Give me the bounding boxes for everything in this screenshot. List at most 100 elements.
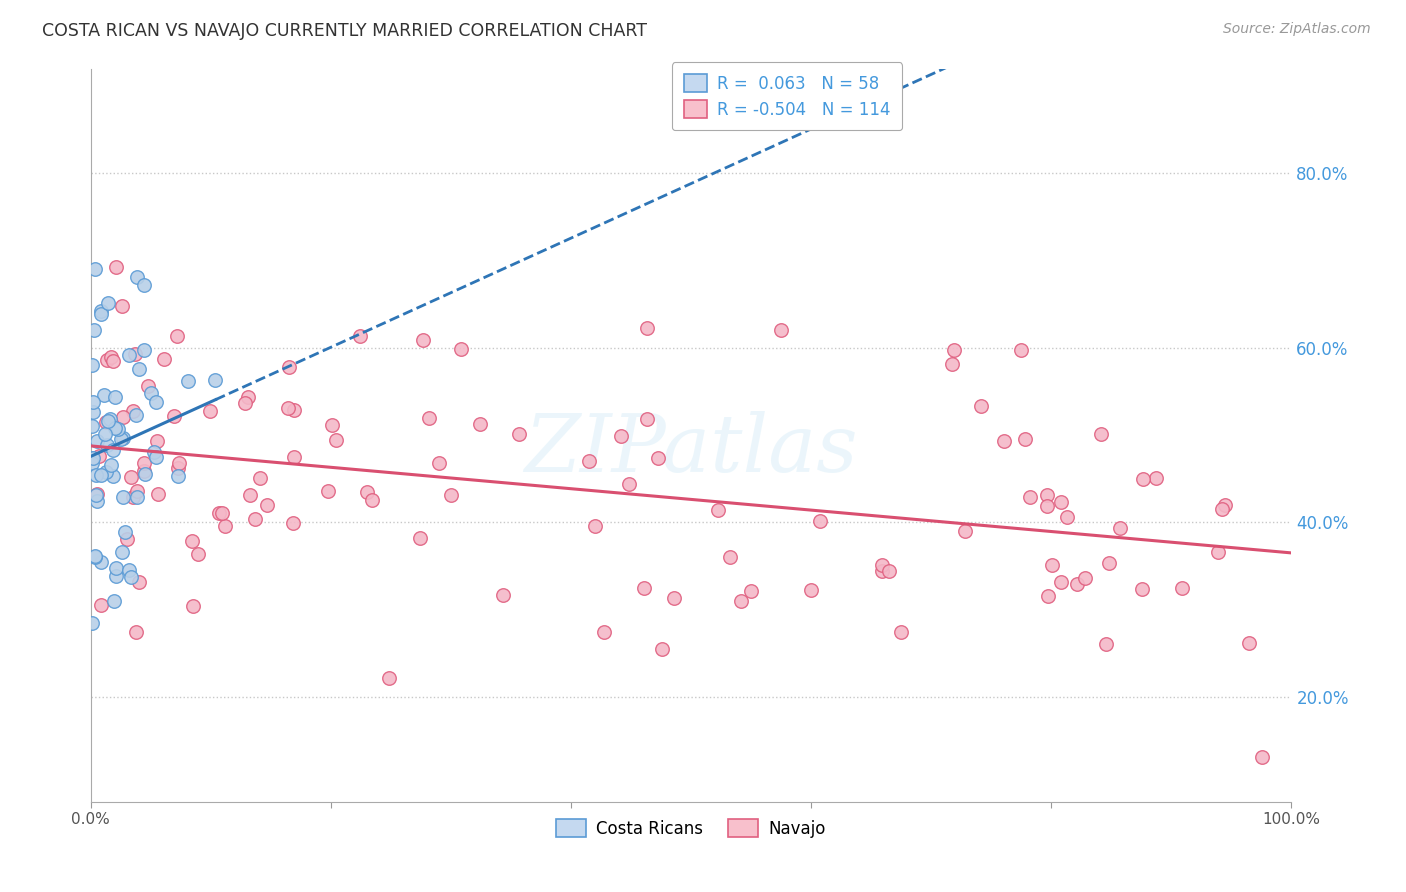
Point xyxy=(236,390,259,404)
Point xyxy=(153,352,176,367)
Point xyxy=(125,625,148,640)
Point xyxy=(100,412,122,426)
Point xyxy=(278,359,301,374)
Point xyxy=(110,432,132,446)
Point xyxy=(103,594,125,608)
Point xyxy=(633,582,655,596)
Point xyxy=(233,396,256,410)
Point xyxy=(104,390,127,404)
Point xyxy=(82,395,104,409)
Point xyxy=(450,343,472,357)
Point xyxy=(169,457,191,471)
Point xyxy=(103,469,125,483)
Point xyxy=(90,307,112,321)
Point xyxy=(277,401,299,415)
Point xyxy=(90,599,112,613)
Point xyxy=(1094,637,1116,651)
Legend: Costa Ricans, Navajo: Costa Ricans, Navajo xyxy=(550,813,832,845)
Point xyxy=(349,329,371,343)
Point xyxy=(82,405,104,419)
Point xyxy=(321,417,343,432)
Point xyxy=(100,350,122,364)
Point xyxy=(1208,545,1230,559)
Point xyxy=(208,506,231,520)
Point xyxy=(122,490,145,504)
Point xyxy=(1036,589,1059,603)
Point xyxy=(470,417,492,432)
Point xyxy=(718,550,741,565)
Point xyxy=(132,456,155,470)
Point xyxy=(101,354,124,368)
Point xyxy=(112,410,135,425)
Point xyxy=(1108,521,1130,535)
Point xyxy=(80,358,103,372)
Point xyxy=(356,485,378,500)
Point xyxy=(249,471,271,485)
Point xyxy=(111,544,134,558)
Point xyxy=(427,457,450,471)
Point xyxy=(877,564,900,578)
Point xyxy=(953,524,976,538)
Point xyxy=(578,454,600,468)
Point xyxy=(316,483,339,498)
Point xyxy=(128,362,150,376)
Point xyxy=(662,591,685,605)
Point xyxy=(80,418,103,433)
Point xyxy=(82,456,104,470)
Point xyxy=(132,343,155,358)
Point xyxy=(870,558,893,572)
Text: COSTA RICAN VS NAVAJO CURRENTLY MARRIED CORRELATION CHART: COSTA RICAN VS NAVAJO CURRENTLY MARRIED … xyxy=(42,22,647,40)
Point xyxy=(86,487,108,501)
Point xyxy=(139,386,162,401)
Point xyxy=(86,434,108,448)
Point xyxy=(89,449,111,463)
Point xyxy=(166,461,188,475)
Point xyxy=(378,671,401,685)
Point xyxy=(128,575,150,590)
Point xyxy=(125,483,148,498)
Point xyxy=(1132,472,1154,486)
Point xyxy=(1211,501,1233,516)
Point xyxy=(1036,499,1059,513)
Point xyxy=(890,624,912,639)
Point xyxy=(1010,343,1032,357)
Point xyxy=(870,564,893,578)
Point xyxy=(114,524,136,539)
Point xyxy=(283,402,305,417)
Point xyxy=(1036,488,1059,502)
Point xyxy=(1066,577,1088,591)
Point xyxy=(283,450,305,464)
Point xyxy=(1040,558,1063,573)
Point xyxy=(740,583,762,598)
Point xyxy=(94,465,117,479)
Point xyxy=(163,409,186,423)
Point xyxy=(96,438,118,452)
Point xyxy=(104,420,127,434)
Point xyxy=(440,488,463,502)
Point xyxy=(1130,582,1153,597)
Point xyxy=(647,451,669,466)
Point xyxy=(84,488,107,502)
Point xyxy=(617,477,640,491)
Point xyxy=(187,547,209,561)
Point xyxy=(104,561,127,575)
Point xyxy=(707,503,730,517)
Point xyxy=(200,404,222,418)
Point xyxy=(101,443,124,458)
Point xyxy=(636,321,658,335)
Point xyxy=(1049,495,1071,509)
Point xyxy=(121,404,143,418)
Point xyxy=(256,498,278,512)
Point xyxy=(412,333,434,347)
Point xyxy=(132,277,155,292)
Point xyxy=(1014,432,1036,446)
Point xyxy=(118,563,141,577)
Point xyxy=(167,468,190,483)
Point xyxy=(1049,574,1071,589)
Point xyxy=(1090,427,1112,442)
Point xyxy=(86,494,108,508)
Point xyxy=(84,261,107,276)
Point xyxy=(111,300,134,314)
Point xyxy=(82,450,104,465)
Point xyxy=(100,458,122,472)
